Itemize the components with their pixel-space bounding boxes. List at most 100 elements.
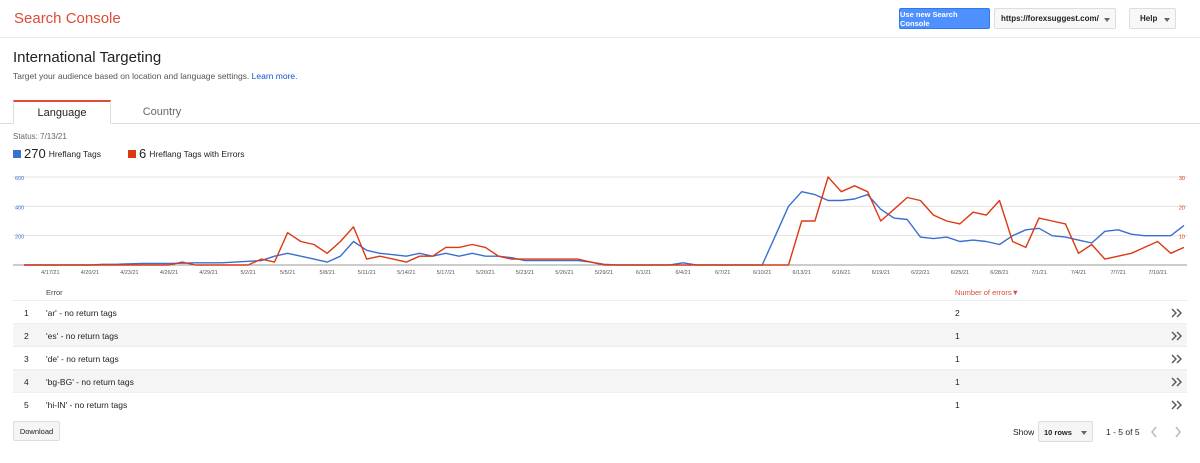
row-chevron[interactable]	[1171, 331, 1183, 341]
x-tick-label: 6/4/21	[675, 270, 690, 276]
table-row[interactable]: 2 'es' - no return tags 1	[13, 323, 1187, 346]
pager-arrows[interactable]	[1148, 424, 1188, 440]
table-row[interactable]: 3 'de' - no return tags 1	[13, 346, 1187, 369]
x-tick-label: 4/29/21	[199, 270, 217, 276]
learn-more-link[interactable]: Learn more.	[251, 71, 298, 81]
y-tick-label: 200	[15, 235, 24, 241]
status: Status: 7/13/21	[13, 132, 67, 141]
row-rank: 1	[24, 308, 29, 318]
legend-total: 6	[139, 146, 147, 161]
table-row[interactable]: 4 'bg-BG' - no return tags 1	[13, 369, 1187, 392]
legend-label: Hreflang Tags	[48, 148, 101, 159]
row-rank: 5	[24, 400, 29, 410]
download-button[interactable]: Download	[13, 421, 60, 441]
row-count: 1	[955, 331, 960, 341]
legend-item[interactable]: 6 Hreflang Tags with Errors	[128, 146, 245, 161]
row-error: 'bg-BG' - no return tags	[46, 377, 134, 387]
next-arrow[interactable]	[1175, 426, 1181, 438]
tab[interactable]: Language	[13, 100, 111, 124]
row-chevron[interactable]	[1171, 354, 1183, 364]
legend-item[interactable]: 270 Hreflang Tags	[13, 146, 101, 161]
x-tick-label: 6/13/21	[793, 270, 811, 276]
column-header: Error	[46, 288, 63, 297]
chevron-icon	[1171, 354, 1182, 364]
x-tick-label: 6/28/21	[990, 270, 1008, 276]
x-tick-label: 6/19/21	[872, 270, 890, 276]
x-tick-label: 7/10/21	[1148, 270, 1166, 276]
rows-text: 10 rows	[1044, 428, 1072, 437]
x-tick-label: 6/1/21	[636, 270, 651, 276]
site-text: https://forexsuggest.com/	[1001, 14, 1099, 23]
x-tick-label: 5/14/21	[397, 270, 415, 276]
row-count: 1	[955, 377, 960, 387]
series-line	[24, 191, 1185, 266]
chevron-icon	[1171, 377, 1182, 387]
series-line	[24, 176, 1185, 266]
row-error: 'ar' - no return tags	[46, 308, 117, 318]
legend-label: Hreflang Tags with Errors	[149, 148, 245, 159]
x-tick-label: 5/26/21	[555, 270, 573, 276]
logo[interactable]: Search Console	[14, 10, 121, 27]
x-tick-label: 4/23/21	[120, 270, 138, 276]
help-text: Help	[1140, 14, 1158, 23]
y-tick-label: 400	[15, 205, 24, 211]
row-error: 'hi-IN' - no return tags	[46, 400, 128, 410]
y2-tick-label: 30	[1179, 176, 1185, 182]
x-tick-label: 7/1/21	[1031, 270, 1046, 276]
rows-select[interactable]: 10 rows	[1038, 421, 1093, 442]
help-button[interactable]: Help	[1129, 8, 1176, 29]
x-tick-label: 6/16/21	[832, 270, 850, 276]
description-text: Target your audience based on location a…	[13, 71, 250, 81]
pagination: 1 - 5 of 5	[1106, 427, 1140, 437]
row-rank: 2	[24, 331, 29, 341]
page-title: International Targeting	[13, 49, 162, 66]
x-tick-label: 4/26/21	[160, 270, 178, 276]
x-tick-label: 5/8/21	[320, 270, 335, 276]
x-tick-label: 7/7/21	[1110, 270, 1125, 276]
legend-swatch	[128, 149, 136, 158]
row-error: 'de' - no return tags	[46, 354, 119, 364]
row-chevron[interactable]	[1171, 308, 1183, 318]
chevron-icon	[1171, 400, 1182, 410]
row-chevron[interactable]	[1171, 377, 1183, 387]
tab[interactable]: Country	[142, 106, 182, 118]
row-error: 'es' - no return tags	[46, 331, 119, 341]
x-tick-label: 4/20/21	[81, 270, 99, 276]
legend-swatch	[13, 149, 21, 158]
x-tick-label: 5/29/21	[595, 270, 613, 276]
y2-tick-label: 10	[1179, 235, 1185, 241]
x-tick-label: 5/11/21	[358, 270, 376, 276]
x-tick-label: 5/5/21	[280, 270, 295, 276]
new-console-button[interactable]: Use new Search Console	[899, 8, 990, 29]
table-header: Error Number of errors▼	[13, 281, 1187, 304]
row-count: 1	[955, 400, 960, 410]
chart: 200 400 600 10 20 30 4/17/21 4/20/21 4/23/21 4/26…	[13, 176, 1187, 276]
page-description: Target your audience based on location a…	[13, 71, 298, 81]
chevron-icon	[1171, 331, 1182, 341]
table-row[interactable]: 5 'hi-IN' - no return tags 1	[13, 392, 1187, 415]
x-tick-label: 5/17/21	[437, 270, 455, 276]
show-label: Show	[1013, 427, 1035, 437]
x-tick-label: 6/10/21	[753, 270, 771, 276]
x-tick-label: 5/2/21	[240, 270, 255, 276]
legend-total: 270	[24, 146, 46, 161]
prev-arrow[interactable]	[1151, 426, 1157, 438]
chevron-icon	[1171, 308, 1182, 318]
row-chevron[interactable]	[1171, 400, 1183, 410]
x-tick-label: 4/17/21	[41, 270, 59, 276]
column-header[interactable]: Number of errors▼	[955, 288, 1020, 297]
x-tick-label: 6/25/21	[951, 270, 969, 276]
y-tick-label: 600	[15, 176, 24, 182]
x-tick-label: 6/22/21	[911, 270, 929, 276]
table-row[interactable]: 1 'ar' - no return tags 2	[13, 300, 1187, 323]
x-tick-label: 5/20/21	[476, 270, 494, 276]
row-count: 2	[955, 308, 960, 318]
site-select[interactable]: https://forexsuggest.com/	[994, 8, 1116, 29]
row-rank: 4	[24, 377, 29, 387]
row-count: 1	[955, 354, 960, 364]
x-tick-label: 7/4/21	[1071, 270, 1086, 276]
tab-divider	[0, 123, 1200, 124]
y2-tick-label: 20	[1179, 205, 1185, 211]
row-rank: 3	[24, 354, 29, 364]
